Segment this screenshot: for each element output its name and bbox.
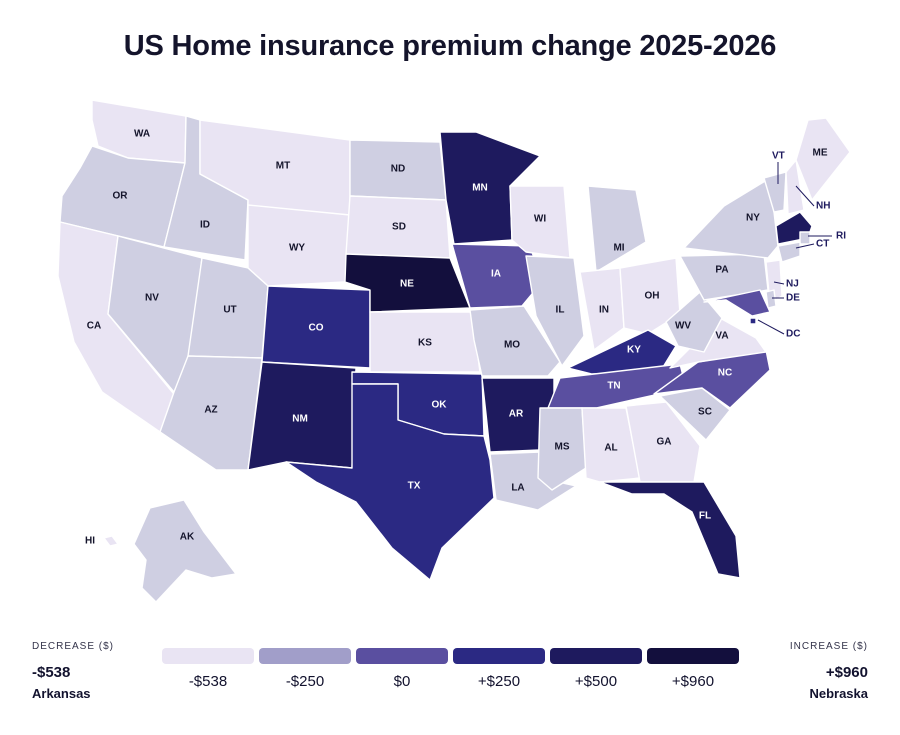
state-md (703, 289, 771, 317)
state-me (795, 117, 851, 201)
legend-label-6: +$960 (671, 673, 715, 690)
state-label-or: OR (113, 191, 129, 202)
increase-state: Nebraska (809, 686, 868, 701)
legend-swatch-4 (453, 648, 545, 664)
state-il (525, 255, 585, 367)
state-label-hi: HI (85, 536, 95, 547)
legend-label-3: $0 (393, 673, 411, 690)
state-label-ga: GA (657, 437, 672, 448)
map-title: US Home insurance premium change 2025-20… (123, 30, 777, 62)
decrease-state: Arkansas (32, 686, 91, 701)
decrease-value: -$538 (32, 664, 71, 681)
state-ga (625, 401, 701, 483)
state-label-wv: WV (675, 321, 691, 332)
state-label-tx: TX (408, 481, 421, 492)
state-label-sc: SC (698, 407, 712, 418)
state-ct (777, 241, 801, 263)
state-label-me: ME (813, 148, 828, 159)
state-label-ia: IA (491, 269, 501, 280)
state-label-ak: AK (180, 532, 195, 543)
state-label-nj: NJ (786, 279, 799, 290)
legend-label-1: -$538 (188, 673, 228, 690)
state-label-pa: PA (715, 265, 728, 276)
state-label-de: DE (786, 293, 800, 304)
legend-label-2: -$250 (285, 673, 325, 690)
state-label-il: IL (556, 305, 565, 316)
state-nh (785, 159, 805, 215)
state-label-ut: UT (223, 305, 236, 316)
state-al (581, 407, 641, 483)
state-label-sd: SD (392, 222, 406, 233)
legend-swatch-1 (162, 648, 254, 664)
state-label-in: IN (599, 305, 609, 316)
state-label-la: LA (511, 483, 524, 494)
state-ri (799, 231, 811, 245)
legend-swatch-6 (647, 648, 739, 664)
state-label-az: AZ (204, 405, 217, 416)
state-label-ok: OK (432, 400, 448, 411)
legend-label-5: +$500 (574, 673, 618, 690)
state-label-id: ID (200, 220, 210, 231)
state-ak (133, 499, 237, 603)
state-ky (567, 329, 677, 375)
state-hi (103, 535, 119, 547)
state-label-mo: MO (504, 340, 520, 351)
state-sc (659, 387, 731, 441)
state-label-tn: TN (607, 381, 620, 392)
legend-swatch-2 (259, 648, 351, 664)
state-label-wy: WY (289, 243, 305, 254)
state-mi (587, 185, 647, 273)
state-label-ms: MS (555, 442, 570, 453)
state-label-mn: MN (472, 183, 488, 194)
state-label-nd: ND (391, 164, 405, 175)
state-label-oh: OH (645, 291, 660, 302)
state-ms (537, 407, 587, 491)
state-label-va: VA (715, 331, 728, 342)
state-label-ky: KY (627, 345, 641, 356)
legend-label-4: +$250 (477, 673, 521, 690)
state-de (765, 289, 777, 309)
state-label-ne: NE (400, 279, 414, 290)
state-label-nv: NV (145, 293, 159, 304)
decrease-label: DECREASE ($) (32, 641, 115, 652)
state-label-vt: VT (772, 151, 785, 162)
state-label-wa: WA (134, 129, 150, 140)
state-label-wi: WI (534, 214, 546, 225)
state-label-mi: MI (613, 243, 624, 254)
state-label-fl: FL (699, 511, 711, 522)
legend-swatch-3 (356, 648, 448, 664)
state-label-ar: AR (509, 409, 524, 420)
state-label-ct: CT (816, 239, 829, 250)
state-label-ny: NY (746, 213, 760, 224)
state-fl (599, 481, 741, 579)
state-label-nh: NH (816, 201, 830, 212)
state-label-mt: MT (276, 161, 290, 172)
state-wv (665, 291, 723, 353)
state-oh (619, 257, 681, 335)
state-label-ks: KS (418, 338, 432, 349)
state-label-ca: CA (87, 321, 101, 332)
state-ks (369, 311, 481, 373)
state-label-nm: NM (292, 414, 308, 425)
state-ny (683, 177, 779, 259)
state-label-nc: NC (718, 368, 732, 379)
state-wi (509, 185, 571, 259)
increase-value: +$960 (825, 664, 868, 681)
state-mo (469, 305, 561, 377)
state-label-co: CO (309, 323, 324, 334)
state-label-dc: DC (786, 329, 800, 340)
legend-swatch-5 (550, 648, 642, 664)
state-tx (285, 383, 495, 581)
state-vt (763, 171, 787, 213)
state-dc (749, 317, 757, 325)
increase-label: INCREASE ($) (789, 641, 868, 652)
state-label-ri: RI (836, 231, 846, 242)
state-label-al: AL (604, 443, 617, 454)
